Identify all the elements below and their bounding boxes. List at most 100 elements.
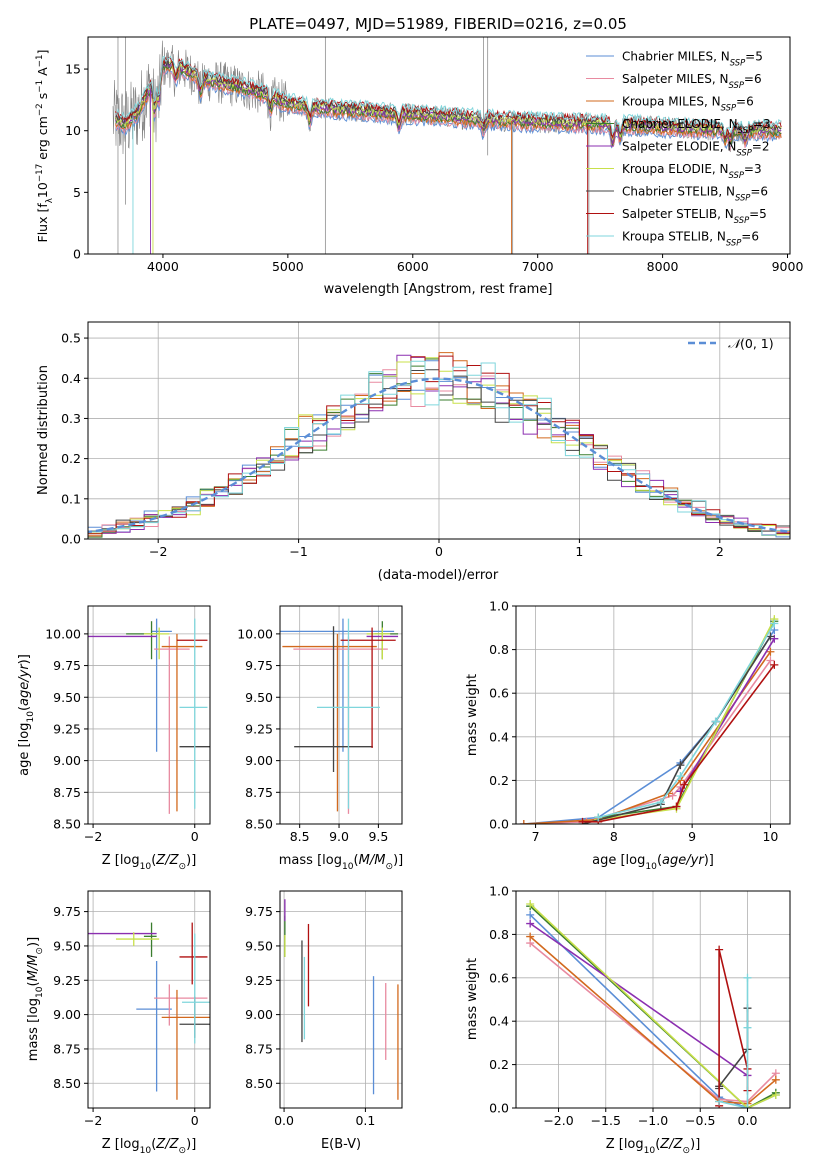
age-vs-Z-frame: −2 0 8.50 8.75 9.00 9.25 9.50 9.75 10.00 Z [log10…: [17, 605, 211, 872]
y-tick-label: 0.3: [61, 411, 81, 426]
x-tick-label: −2: [149, 544, 167, 559]
series-marker: [680, 780, 689, 789]
y-tick-label: 0.2: [489, 1057, 509, 1072]
x-axis-label: (data-model)/error: [378, 568, 499, 583]
legend-label: Chabrier STELIB, NSSP=6: [622, 185, 768, 203]
y-tick-label: 0.6: [489, 970, 509, 985]
series-marker: [743, 973, 752, 982]
x-axis-label: wavelength [Angstrom, rest frame]: [324, 282, 553, 297]
legend-label: Salpeter STELIB, NSSP=5: [622, 207, 767, 225]
gaussian-curve: [88, 377, 790, 534]
series-marker: [519, 820, 528, 824]
y-tick-label: 0: [73, 247, 81, 262]
weight-vs-Z-frame: −2.0 −1.5 −1.0 −0.5 0.0 0.0 0.2 0.4 0.6 0.8 1.0 Z […: [465, 884, 791, 1156]
x-tick-label: −1.0: [638, 1113, 668, 1128]
series-marker: [526, 910, 535, 919]
mass-vs-Z-plot: [88, 922, 210, 1100]
series-line: [529, 922, 748, 1077]
weight-vs-Z-plot: [526, 900, 780, 1108]
x-tick-label: −2: [84, 1113, 102, 1128]
x-tick-label: 10: [762, 829, 778, 844]
y-tick-label: 10: [65, 123, 81, 138]
y-tick-label: 8.75: [245, 785, 273, 800]
y-tick-label: 0.0: [489, 817, 509, 832]
series-line: [718, 949, 749, 1106]
y-tick-label: 9.00: [53, 1007, 81, 1022]
weight-vs-age-axes: [516, 605, 790, 825]
x-tick-label: 7: [532, 829, 540, 844]
series-line: [523, 629, 775, 824]
y-tick-label: 8.50: [53, 817, 81, 832]
y-axis-label: mass weight: [465, 958, 480, 1040]
legend: Chabrier MILES, NSSP=5 Salpeter MILES, NS…: [586, 50, 771, 248]
series-marker: [676, 772, 685, 781]
legend-label: Kroupa ELODIE, NSSP=3: [622, 162, 762, 180]
x-tick-label: 0: [191, 1113, 199, 1128]
age-vs-mass-plot: [280, 618, 399, 814]
y-axis-label: age [log10(age/yr)]: [17, 654, 36, 776]
x-tick-label: 4000: [147, 259, 179, 274]
y-tick-label: 9.00: [245, 1007, 273, 1022]
mass-vs-EBV-plot: [284, 899, 399, 1100]
x-tick-label: 9: [688, 829, 696, 844]
y-axis-label: mass [log10(M/M⊙)]: [26, 937, 45, 1061]
x-tick-label: 0: [191, 829, 199, 844]
legend-label: Kroupa MILES, NSSP=6: [622, 95, 754, 113]
legend-label: Kroupa STELIB, NSSP=6: [622, 230, 759, 248]
x-tick-label: 7000: [522, 259, 554, 274]
x-tick-label: −2: [84, 829, 102, 844]
x-tick-label: 0.0: [274, 1113, 294, 1128]
legend-label: Salpeter MILES, NSSP=6: [622, 72, 762, 90]
series-marker: [766, 632, 775, 641]
x-tick-label: 0.1: [355, 1113, 375, 1128]
y-tick-label: 9.25: [53, 721, 81, 736]
y-tick-label: 9.00: [53, 753, 81, 768]
series-marker: [715, 1097, 724, 1106]
x-tick-label: 5000: [272, 259, 304, 274]
x-tick-label: −0.5: [685, 1113, 715, 1128]
y-axis-label: Normed distribution: [36, 365, 51, 495]
y-tick-label: 9.50: [245, 938, 273, 953]
age-vs-mass-axes: [280, 606, 402, 825]
legend-label: Salpeter ELODIE, NSSP=2: [622, 140, 770, 158]
mass-vs-EBV-axes: [280, 891, 402, 1108]
x-axis-label: E(B-V): [321, 1137, 361, 1152]
mass-vs-Z-frame: −2 0 8.50 8.75 9.00 9.25 9.50 9.75 Z [log10(Z/Z⊙…: [26, 890, 211, 1156]
y-tick-label: 9.25: [53, 973, 81, 988]
model-line: [115, 62, 782, 145]
y-tick-label: 8.50: [53, 1076, 81, 1091]
model-line: [115, 55, 782, 136]
y-tick-label: 0.4: [61, 371, 81, 386]
y-tick-label: 0.0: [489, 1101, 509, 1116]
y-tick-label: 0.4: [489, 729, 509, 744]
x-axis-label: age [log10(age/yr)]: [592, 853, 714, 872]
series-line: [529, 903, 777, 1108]
series-line: [679, 638, 775, 792]
series-marker: [743, 1104, 752, 1108]
series-marker: [770, 660, 779, 669]
histogram-step: [88, 360, 790, 536]
legend-label: 𝒩(0, 1): [728, 336, 774, 351]
y-tick-label: 0.0: [61, 532, 81, 547]
series-marker: [715, 945, 724, 954]
y-tick-label: 9.50: [245, 690, 273, 705]
series-line: [598, 618, 776, 821]
x-tick-label: 1: [575, 544, 583, 559]
series-marker: [672, 802, 681, 811]
axes-frame: [87, 890, 211, 1109]
x-axis-label: mass [log10(M/M⊙)]: [279, 853, 403, 872]
model-line: [115, 65, 782, 147]
x-tick-label: 8: [610, 829, 618, 844]
x-tick-label: 2: [716, 544, 724, 559]
weight-vs-age-plot: [519, 615, 779, 824]
y-tick-label: 0.8: [489, 927, 509, 942]
y-tick-label: 15: [65, 62, 81, 77]
axes-frame: [279, 890, 403, 1109]
x-tick-label: 8000: [647, 259, 679, 274]
legend-label: Chabrier ELODIE, NSSP=3: [622, 117, 771, 135]
x-tick-label: −2.0: [543, 1113, 573, 1128]
y-tick-label: 1.0: [489, 599, 509, 614]
y-tick-label: 8.75: [53, 1041, 81, 1056]
weight-vs-age-frame: 7 8 9 10 0.0 0.2 0.4 0.6 0.8 1.0 age [log10(age/yr…: [465, 599, 791, 872]
